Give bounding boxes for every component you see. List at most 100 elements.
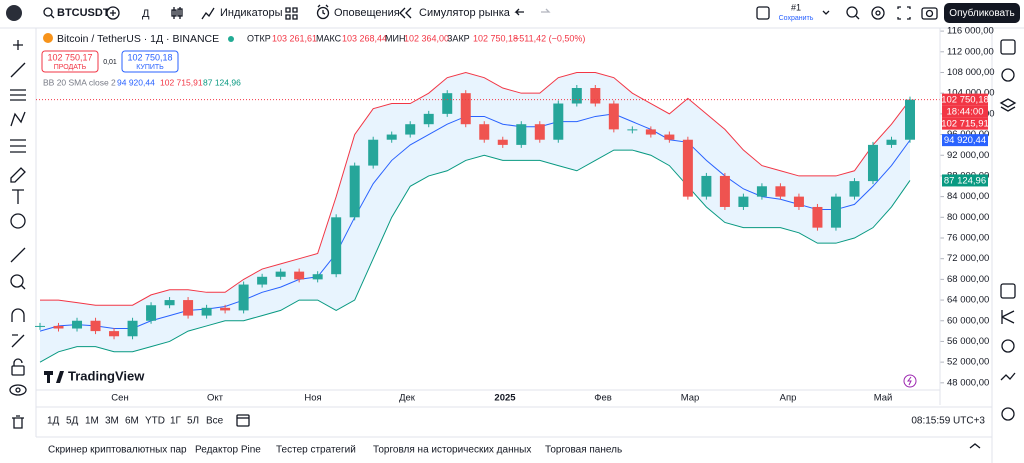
- buy-price[interactable]: 102 750,18: [127, 52, 172, 62]
- select-icon[interactable]: [756, 6, 770, 20]
- plot: 116 000,00 112 000,00 108 000,00 104 000,00…: [35, 26, 995, 404]
- stream-icon[interactable]: [1001, 339, 1015, 353]
- layers-icon[interactable]: [999, 98, 1017, 112]
- trash-tool[interactable]: [12, 415, 24, 429]
- publish-button[interactable]: Опубликовать: [949, 7, 1014, 19]
- y-tick-label: 52 000,00: [947, 357, 989, 368]
- open-label: ОТКР: [247, 33, 271, 43]
- hide-tool[interactable]: [9, 384, 27, 396]
- close-label: ЗАКР: [447, 33, 470, 43]
- avatar[interactable]: [6, 5, 22, 21]
- range-button[interactable]: 1Д: [47, 416, 60, 427]
- range-button[interactable]: 1М: [85, 416, 99, 427]
- sell-price[interactable]: 102 750,17: [47, 52, 92, 62]
- indicators-icon[interactable]: [201, 7, 215, 20]
- save-menu[interactable]: [822, 10, 830, 15]
- buy-button[interactable]: [121, 50, 179, 73]
- lock-tool[interactable]: [11, 365, 25, 376]
- forecast-tool[interactable]: [10, 139, 26, 153]
- candle: [497, 139, 508, 145]
- help-icon[interactable]: [1001, 407, 1015, 421]
- footer-tab[interactable]: Торговля на исторических данных: [373, 445, 531, 456]
- candle: [719, 175, 730, 207]
- save-button[interactable]: Сохранить: [779, 15, 814, 22]
- redo-icon[interactable]: [541, 8, 551, 13]
- crosshair-tool[interactable]: [13, 40, 23, 50]
- time-label: Ноя: [304, 393, 321, 404]
- trendline-tool[interactable]: [10, 62, 26, 78]
- alert-icon[interactable]: [316, 6, 330, 20]
- replay-button[interactable]: Симулятор рынка: [419, 7, 511, 19]
- brush-tool[interactable]: [10, 167, 26, 183]
- candle: [627, 129, 638, 131]
- y-tick-label: 56 000,00: [947, 336, 989, 347]
- footer-tab[interactable]: Редактор Pine: [195, 445, 261, 456]
- band-fill: [40, 72, 910, 363]
- candle: [220, 307, 231, 311]
- range-button[interactable]: 3М: [105, 416, 119, 427]
- candle: [849, 181, 860, 197]
- undo-icon[interactable]: [514, 8, 524, 16]
- alerts-button[interactable]: Оповещения: [334, 7, 400, 19]
- range-button[interactable]: Все: [206, 416, 224, 427]
- price-mark-bg: [942, 174, 988, 187]
- fib-tool[interactable]: [10, 89, 26, 101]
- bb-lower: 87 124,96: [203, 77, 241, 87]
- layouts-icon[interactable]: [285, 7, 298, 20]
- pattern-tool[interactable]: [10, 111, 26, 127]
- y-tick-label: 80 000,00: [947, 212, 989, 223]
- ideas-icon[interactable]: [1001, 310, 1015, 324]
- clock[interactable]: 08:15:59 UTC+3: [911, 416, 985, 427]
- indicators-button[interactable]: Индикаторы: [220, 7, 283, 19]
- range-button[interactable]: 6М: [125, 416, 139, 427]
- range-button[interactable]: 5Л: [187, 416, 199, 427]
- footer-tab[interactable]: Тестер стратегий: [276, 445, 356, 456]
- price-mark-label: 94 920,44: [944, 135, 986, 146]
- candle: [608, 103, 619, 130]
- stay-drawing-tool[interactable]: [11, 334, 25, 348]
- range-button[interactable]: 5Д: [66, 416, 79, 427]
- fullscreen-icon[interactable]: [897, 6, 911, 20]
- candle: [701, 175, 712, 197]
- spread: 0,01: [103, 59, 117, 66]
- range-button[interactable]: 1Г: [170, 416, 182, 427]
- sell-button[interactable]: [41, 50, 99, 73]
- buy-label[interactable]: КУПИТЬ: [136, 64, 164, 71]
- calendar-icon[interactable]: [1000, 283, 1016, 299]
- footer-tab[interactable]: Скринер криптовалютных пар: [48, 445, 187, 456]
- candle: [812, 206, 823, 228]
- quick-search-icon[interactable]: [846, 6, 858, 18]
- signals-icon[interactable]: [1000, 372, 1016, 381]
- interval[interactable]: Д: [142, 8, 150, 20]
- footer-tab[interactable]: Торговая панель: [545, 445, 622, 456]
- symbol[interactable]: BTCUSDT: [57, 7, 110, 19]
- time-label: Дек: [399, 393, 416, 404]
- range-button[interactable]: YTD: [145, 416, 165, 427]
- open-value: 103 261,61: [272, 33, 317, 43]
- candle: [905, 99, 915, 140]
- collapse-icon[interactable]: [969, 443, 981, 449]
- compare-icon[interactable]: [106, 6, 120, 20]
- goto-date-icon[interactable]: [236, 414, 250, 427]
- replay-icon[interactable]: [399, 7, 412, 19]
- alerts-panel-icon[interactable]: [1001, 68, 1015, 82]
- zoom-tool[interactable]: [10, 274, 24, 288]
- emoji-tool[interactable]: [10, 213, 26, 229]
- layout-name[interactable]: #1: [791, 2, 801, 12]
- sell-label[interactable]: ПРОДАТЬ: [54, 64, 87, 71]
- time-label: Апр: [780, 393, 797, 404]
- magnet-tool[interactable]: [11, 308, 25, 322]
- settings-icon[interactable]: [871, 6, 885, 20]
- price-mark-label: 102 715,91: [941, 119, 989, 130]
- candle: [349, 165, 360, 218]
- search-icon[interactable]: [43, 7, 53, 17]
- text-tool[interactable]: [12, 189, 24, 204]
- chart-type-icon[interactable]: [171, 7, 183, 19]
- lightning-icon[interactable]: [903, 374, 917, 388]
- ruler-tool[interactable]: [10, 247, 26, 263]
- snapshot-icon[interactable]: [921, 7, 938, 20]
- watchlist-icon[interactable]: [1000, 39, 1016, 55]
- publish-button-bg[interactable]: [944, 3, 1020, 23]
- candle: [331, 217, 342, 275]
- countdown: 18:44:00: [947, 107, 984, 118]
